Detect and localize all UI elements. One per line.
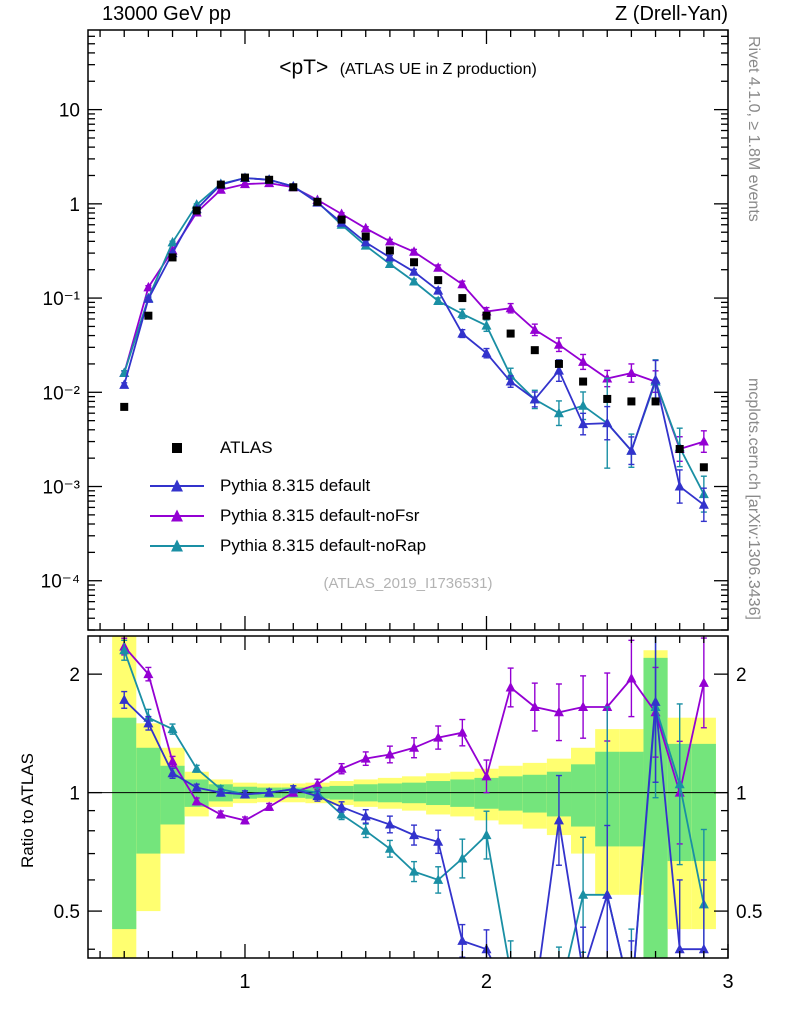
legend-item-pythia-nofsr: Pythia 8.315 default-noFsr	[148, 501, 426, 531]
svg-text:2: 2	[736, 665, 747, 686]
series-atlas	[120, 173, 708, 472]
process-label: Z (Drell-Yan)	[615, 3, 728, 25]
svg-text:3: 3	[722, 971, 733, 993]
beam-energy-label: 13000 GeV pp	[102, 3, 231, 25]
series-pythia-8-315-default-nofsr	[119, 177, 709, 462]
legend-label-pythia-nofsr: Pythia 8.315 default-noFsr	[220, 506, 420, 525]
svg-text:10⁻⁴: 10⁻⁴	[41, 572, 80, 593]
legend-label-atlas: ATLAS	[220, 438, 273, 457]
observable-title: <pT>	[279, 56, 329, 79]
observable-subtitle: (ATLAS UE in Z production)	[339, 61, 537, 78]
pythia-nofsr-triangle-marker-icon	[148, 506, 206, 526]
series-ratio-pythia-8-315-default	[119, 636, 709, 958]
analysis-id-watermark: (ATLAS_2019_I1736531)	[323, 575, 493, 592]
svg-text:2: 2	[481, 971, 492, 993]
svg-text:10⁻²: 10⁻²	[43, 383, 81, 404]
svg-text:2: 2	[69, 665, 80, 686]
mcplots-credit-label: mcplots.cern.ch [arXiv:1306.3436]	[745, 378, 762, 620]
pythia-norap-triangle-marker-icon	[148, 536, 206, 556]
svg-text:0.5: 0.5	[54, 902, 80, 923]
legend-item-atlas: ATLAS	[148, 433, 426, 463]
legend: ATLAS Pythia 8.315 default Pythia 8.315 …	[148, 433, 426, 561]
svg-text:1: 1	[239, 971, 250, 993]
ratio-panel-frame	[87, 635, 729, 959]
plot-title: <pT> (ATLAS UE in Z production)	[88, 56, 728, 80]
rivet-version-label: Rivet 4.1.0, ≥ 1.8M events	[745, 36, 762, 222]
svg-text:10: 10	[59, 101, 80, 122]
ratio-axis-title: Ratio to ATLAS	[18, 753, 37, 868]
legend-item-pythia-norap: Pythia 8.315 default-noRap	[148, 531, 426, 561]
legend-label-pythia-norap: Pythia 8.315 default-noRap	[220, 536, 427, 555]
svg-text:1: 1	[736, 784, 747, 805]
svg-text:1: 1	[69, 195, 80, 216]
atlas-square-marker-icon	[148, 438, 206, 458]
main-panel-frame	[87, 29, 729, 631]
legend-item-pythia-default: Pythia 8.315 default	[148, 471, 426, 501]
svg-text:10⁻¹: 10⁻¹	[43, 289, 81, 310]
pythia-default-triangle-marker-icon	[148, 476, 206, 496]
legend-label-pythia-default: Pythia 8.315 default	[220, 476, 371, 495]
svg-text:10⁻³: 10⁻³	[43, 478, 81, 499]
svg-text:1: 1	[69, 784, 80, 805]
svg-text:0.5: 0.5	[736, 902, 762, 923]
